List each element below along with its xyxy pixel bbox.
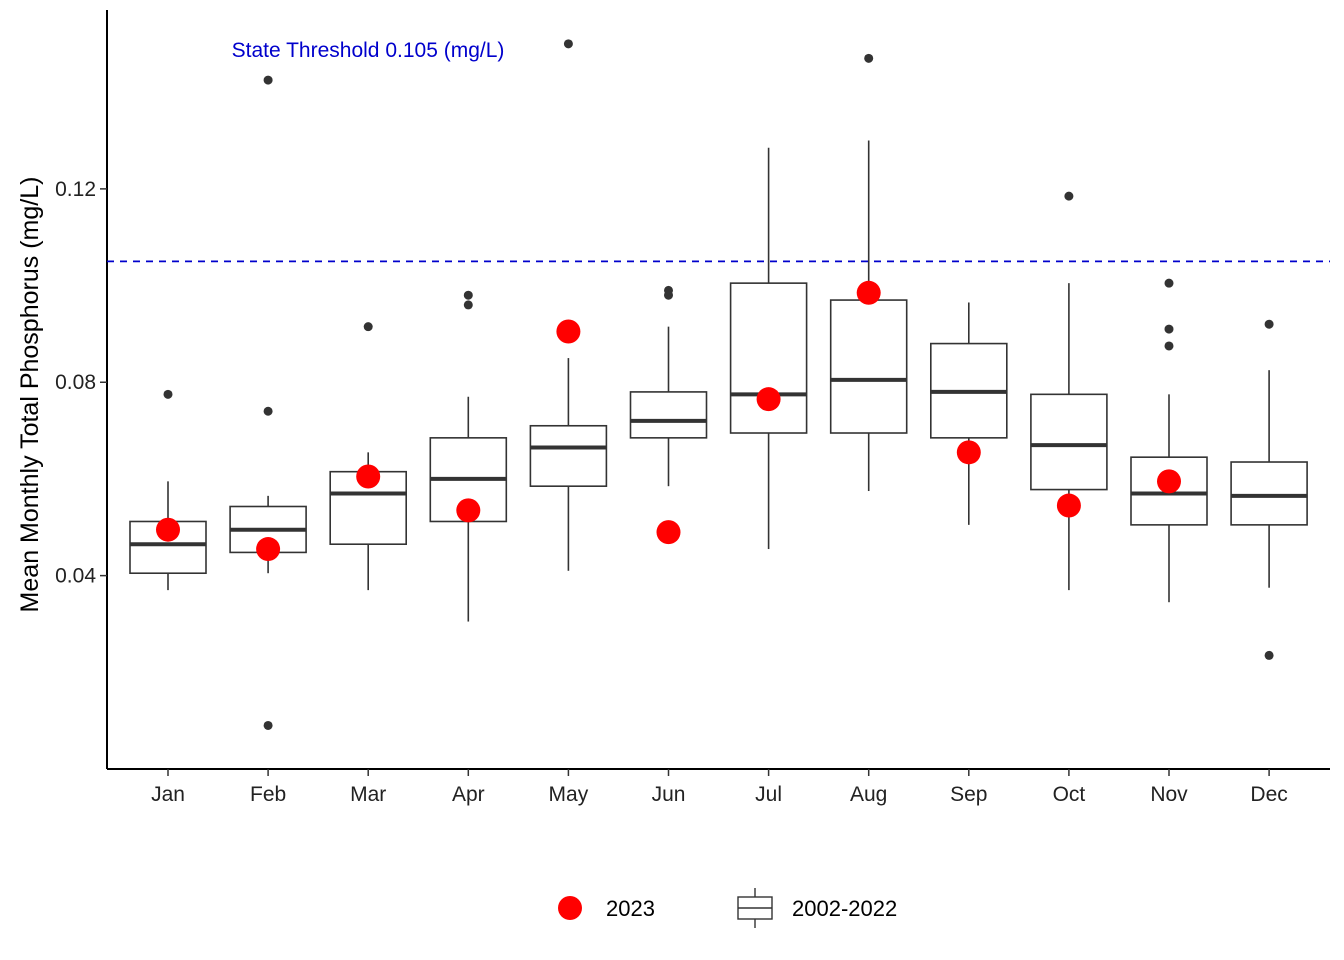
box-iqr xyxy=(829,299,908,434)
point-2023-may xyxy=(556,319,581,344)
point-2023-jun xyxy=(656,520,681,545)
box-nov xyxy=(1130,278,1208,603)
y-axis-title: Mean Monthly Total Phosphorus (mg/L) xyxy=(16,177,44,613)
box-aug xyxy=(829,53,908,492)
x-tick-label: Oct xyxy=(1053,783,1086,806)
x-tick-label: Jul xyxy=(755,783,782,806)
x-tick-label: Dec xyxy=(1250,783,1287,806)
point-2023-sep xyxy=(956,440,981,465)
x-tick-label: Feb xyxy=(250,783,286,806)
x-tick-label: Mar xyxy=(350,783,386,806)
x-tick-label: Jan xyxy=(151,783,185,806)
box-iqr xyxy=(529,424,608,487)
outlier-point xyxy=(1164,341,1174,351)
point-2023-jan xyxy=(156,517,180,542)
point-2023-oct xyxy=(1056,493,1081,518)
box-sep xyxy=(929,302,1008,525)
outlier-point xyxy=(263,720,273,730)
box-jan xyxy=(129,389,207,591)
box-feb xyxy=(229,75,307,730)
outlier-point xyxy=(263,406,273,416)
x-tick-label: Aug xyxy=(850,783,887,806)
box-may xyxy=(529,39,608,571)
outlier-point xyxy=(664,290,673,300)
outlier-point xyxy=(1164,324,1174,334)
outlier-point xyxy=(1264,319,1274,329)
x-tick-label: Apr xyxy=(452,783,485,806)
y-tick-label: 0.04 xyxy=(55,565,96,588)
threshold-label: State Threshold 0.105 (mg/L) xyxy=(232,39,505,62)
box-dec xyxy=(1230,319,1308,660)
point-2023-apr xyxy=(456,498,481,523)
outlier-point xyxy=(1264,650,1274,660)
legend-key-2023 xyxy=(558,896,582,920)
x-tick-label: May xyxy=(549,783,589,806)
point-2023-mar xyxy=(356,464,381,489)
outlier-point xyxy=(163,389,173,399)
outlier-point xyxy=(864,53,874,63)
outlier-point xyxy=(563,39,573,49)
box-iqr xyxy=(629,391,708,439)
box-mar xyxy=(329,322,408,591)
box-jun xyxy=(629,285,708,487)
box-iqr xyxy=(729,282,808,434)
legend: 2023 2002-2022 xyxy=(558,888,897,928)
outlier-point xyxy=(1064,191,1074,201)
box-oct xyxy=(1030,191,1108,591)
outlier-point xyxy=(363,322,373,332)
point-2023-nov xyxy=(1157,469,1181,494)
box-iqr xyxy=(1230,461,1308,526)
x-tick-label: Jun xyxy=(652,783,686,806)
box-apr xyxy=(429,290,508,622)
box-iqr xyxy=(1030,393,1108,491)
y-tick-label: 0.12 xyxy=(55,178,96,201)
legend-label-2002-2022: 2002-2022 xyxy=(792,896,897,921)
x-tick-label: Sep xyxy=(950,783,987,806)
outlier-point xyxy=(463,290,473,300)
legend-label-2023: 2023 xyxy=(606,896,655,921)
box-jul xyxy=(729,147,808,550)
outlier-point xyxy=(1164,278,1174,288)
outlier-point xyxy=(463,300,473,310)
point-2023-feb xyxy=(256,537,281,562)
y-tick-label: 0.08 xyxy=(55,371,96,394)
outlier-point xyxy=(263,75,273,85)
point-2023-aug xyxy=(856,280,881,305)
x-tick-label: Nov xyxy=(1150,783,1188,806)
point-2023-jul xyxy=(756,387,781,412)
